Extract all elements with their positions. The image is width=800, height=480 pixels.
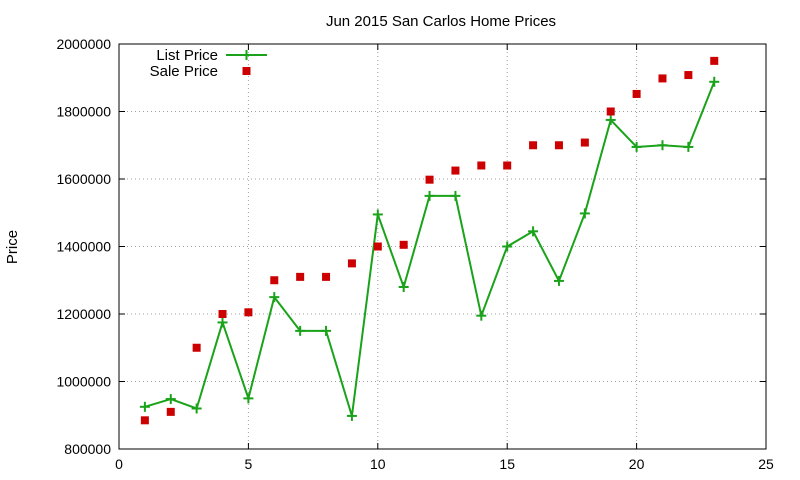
y-tick-label: 2000000 [56, 36, 111, 52]
data-point [684, 71, 693, 80]
data-point [296, 272, 305, 281]
y-tick-label: 1400000 [56, 239, 111, 255]
data-point [529, 141, 538, 150]
data-point [373, 242, 382, 251]
data-point [606, 107, 615, 116]
data-point [631, 141, 642, 152]
legend-item: Sale Price [150, 63, 251, 80]
x-tick-label: 0 [115, 456, 123, 472]
data-point [346, 410, 357, 421]
data-point [398, 282, 409, 292]
data-point [322, 272, 331, 281]
y-tick-label: 800000 [64, 441, 111, 457]
series-2 [140, 56, 719, 425]
data-point [139, 401, 150, 412]
data-point [553, 275, 564, 286]
axes: 0 5 10 15 20 25 800000 1000000 1200000 1400000 160… [56, 36, 774, 472]
y-axis-label: Price [4, 230, 21, 264]
data-point [528, 226, 539, 237]
data-point [372, 209, 383, 220]
series-area [139, 56, 720, 425]
x-tick-label: 25 [758, 456, 774, 472]
data-point [503, 161, 512, 170]
x-tick-label: 5 [245, 456, 253, 472]
data-point [191, 403, 202, 414]
data-point [165, 394, 176, 405]
y-tick-label: 1200000 [56, 306, 111, 322]
data-point [657, 140, 668, 151]
data-point [632, 89, 641, 98]
data-point [605, 114, 616, 125]
data-point [554, 141, 563, 150]
data-point [476, 310, 487, 321]
data-point [243, 393, 254, 404]
data-point [192, 343, 201, 352]
x-tick-label: 15 [499, 456, 515, 472]
data-point [269, 292, 280, 303]
data-point [709, 76, 720, 87]
legend-label: List Price [156, 47, 218, 64]
data-point [399, 240, 408, 249]
data-point [140, 416, 149, 425]
data-point [450, 190, 461, 201]
data-point [270, 276, 279, 285]
legend-label: Sale Price [150, 63, 218, 80]
series-1 [139, 76, 720, 421]
data-point [218, 310, 227, 318]
data-point [166, 407, 175, 416]
legend-item: List Price [156, 47, 267, 64]
plot-border [118, 43, 767, 450]
data-point [244, 308, 253, 317]
data-point [477, 161, 486, 170]
data-point [321, 325, 332, 336]
data-point [424, 190, 435, 201]
data-point [502, 241, 513, 252]
data-point [579, 208, 590, 219]
grid [119, 44, 766, 449]
chart-title: Jun 2015 San Carlos Home Prices [326, 13, 556, 30]
data-point [295, 325, 306, 336]
y-tick-label: 1600000 [56, 171, 111, 187]
data-point [710, 56, 719, 65]
data-point [580, 138, 589, 147]
y-tick-label: 1800000 [56, 104, 111, 120]
series-line [144, 81, 716, 417]
data-point [425, 175, 434, 184]
x-tick-label: 20 [629, 456, 645, 472]
data-point [683, 141, 694, 152]
data-point [658, 74, 667, 83]
y-tick-label: 1000000 [56, 374, 111, 390]
data-point [451, 166, 460, 175]
x-tick-label: 10 [370, 456, 386, 472]
legend-swatch-marker [241, 50, 252, 60]
data-point [217, 317, 228, 328]
legend-swatch-marker [242, 67, 251, 75]
data-point [347, 259, 356, 268]
